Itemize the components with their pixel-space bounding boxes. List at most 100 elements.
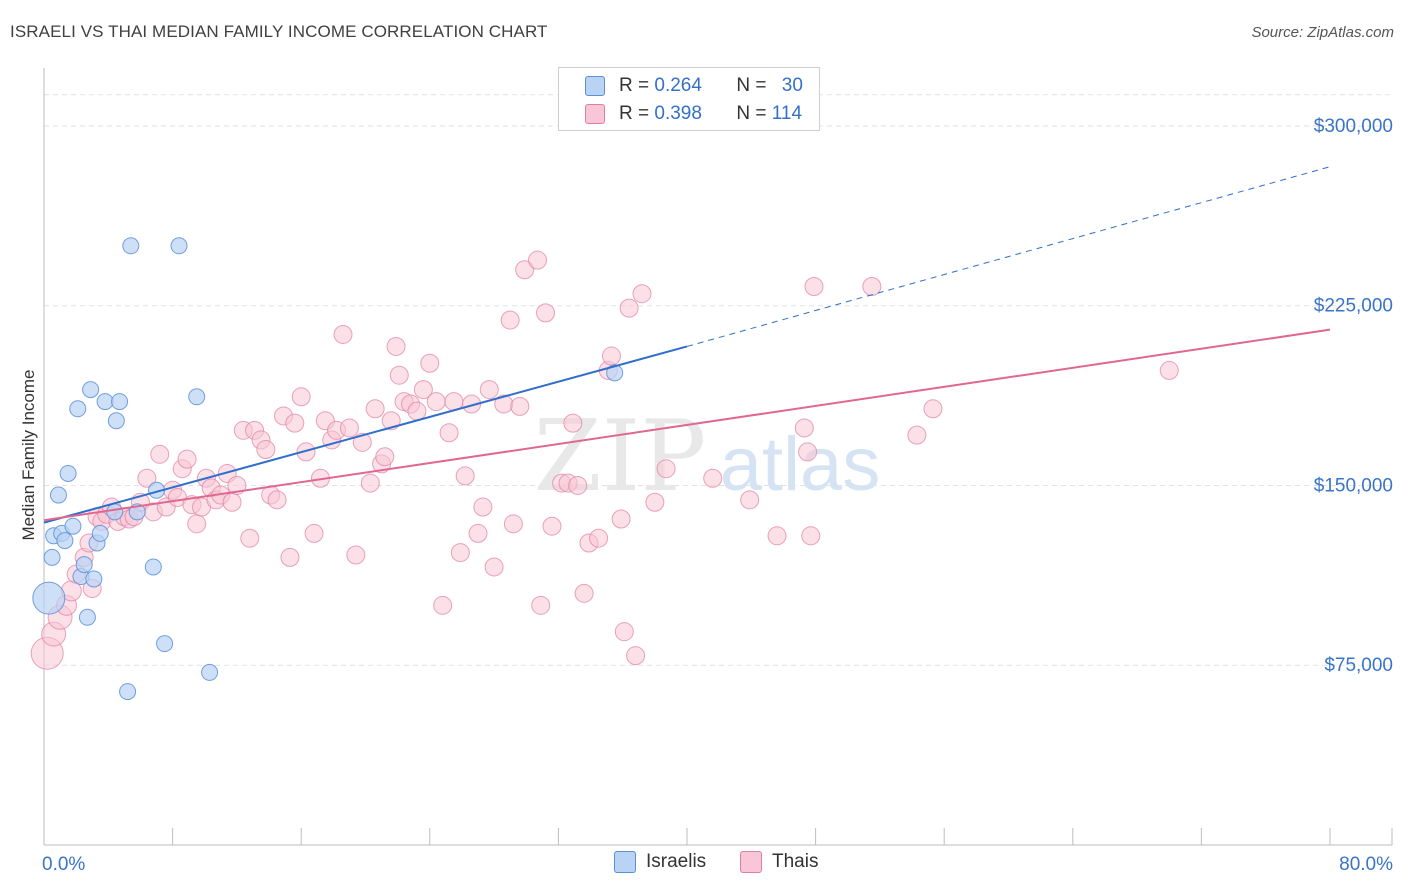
thais-point xyxy=(801,526,821,546)
israelis-point xyxy=(106,503,124,521)
israelis-n-value: 30 xyxy=(781,75,803,96)
thais-point xyxy=(468,523,488,543)
israelis-r-value: 0.264 xyxy=(654,75,702,96)
thais-point xyxy=(137,468,157,488)
israelis-r-label: R = xyxy=(619,75,655,96)
israelis-point xyxy=(156,635,174,653)
thais-point xyxy=(528,250,548,270)
thais-point xyxy=(614,622,634,642)
thais-point xyxy=(473,497,493,517)
thais-point xyxy=(433,595,453,615)
thais-point xyxy=(389,365,409,385)
israelis-point xyxy=(59,464,77,482)
thais-point xyxy=(291,387,311,407)
thais-point xyxy=(450,543,470,563)
y-axis-label: Median Family Income xyxy=(19,369,38,541)
israelis-point xyxy=(96,393,114,411)
thais-point xyxy=(285,413,305,433)
israelis-point xyxy=(78,608,96,626)
x-tick-label: 80.0% xyxy=(1339,854,1393,875)
thais-point xyxy=(240,528,260,548)
israelis-point xyxy=(122,237,140,255)
thais-legend-label: Thais xyxy=(772,851,819,872)
thais-swatch xyxy=(585,104,605,124)
thais-point xyxy=(352,432,372,452)
thais-point xyxy=(510,396,530,416)
x-tick-label: 0.0% xyxy=(42,854,85,875)
thais-point xyxy=(420,353,440,373)
israelis-point xyxy=(56,532,74,550)
thais-points xyxy=(30,250,1179,670)
y-tick-label: $225,000 xyxy=(1314,296,1393,317)
israelis-point xyxy=(119,683,137,701)
thais-point xyxy=(439,423,459,443)
thais-point xyxy=(536,303,556,323)
thais-point xyxy=(256,440,276,460)
series-legend: Israelis Thais xyxy=(0,851,1406,877)
thais-point xyxy=(542,516,562,536)
thais-point xyxy=(455,466,475,486)
israelis-point xyxy=(64,517,82,535)
thais-point xyxy=(407,401,427,421)
watermark-zip: ZIP xyxy=(534,400,707,514)
thais-point xyxy=(563,413,583,433)
thais-point xyxy=(150,444,170,464)
thais-point xyxy=(632,284,652,304)
thais-point xyxy=(375,447,395,467)
legend-row-israelis: R = 0.264 N = 30 xyxy=(585,74,803,98)
thais-point xyxy=(531,595,551,615)
israelis-point xyxy=(170,237,188,255)
israelis-point xyxy=(144,558,162,576)
israelis-point xyxy=(188,388,206,406)
thais-point xyxy=(1159,360,1179,380)
thais-point xyxy=(645,492,665,512)
thais-point xyxy=(804,277,824,297)
israelis-point xyxy=(111,393,129,411)
israelis-trend-extension xyxy=(686,166,1331,347)
thais-point xyxy=(767,526,787,546)
thais-point xyxy=(222,492,242,512)
thais-point xyxy=(333,324,353,344)
thais-point xyxy=(339,418,359,438)
thais-point xyxy=(798,442,818,462)
thais-point xyxy=(365,399,385,419)
chart-title: ISRAELI VS THAI MEDIAN FAMILY INCOME COR… xyxy=(10,22,548,41)
israelis-point xyxy=(107,412,125,430)
thais-point xyxy=(413,380,433,400)
thais-point xyxy=(503,514,523,534)
israelis-point xyxy=(201,663,219,681)
thais-point xyxy=(619,298,639,318)
israelis-n-label: N = xyxy=(736,75,772,96)
israelis-legend-swatch xyxy=(614,851,636,873)
thais-point xyxy=(280,547,300,567)
thais-point xyxy=(346,545,366,565)
y-tick-label: $150,000 xyxy=(1314,475,1393,496)
thais-point xyxy=(740,490,760,510)
source-note: Source: ZipAtlas.com xyxy=(1251,24,1394,41)
thais-point xyxy=(656,459,676,479)
y-tick-label: $75,000 xyxy=(1324,655,1393,676)
tick-labels: $75,000 $150,000 $225,000 $300,000 0.0% 80.0% xyxy=(42,116,1393,875)
thais-n-label: N = xyxy=(736,103,772,124)
thais-legend-swatch xyxy=(740,851,762,873)
thais-point xyxy=(589,528,609,548)
legend-item-thais[interactable]: Thais xyxy=(740,851,818,873)
thais-point xyxy=(574,583,594,603)
israelis-point xyxy=(49,486,67,504)
thais-trend-line xyxy=(43,328,1331,522)
legend-item-israelis[interactable]: Israelis xyxy=(614,851,706,873)
thais-r-value: 0.398 xyxy=(654,103,702,124)
thais-point xyxy=(626,646,646,666)
axes-layer xyxy=(43,68,1393,846)
thais-point xyxy=(515,260,535,280)
israelis-point xyxy=(75,556,93,574)
thais-point xyxy=(794,418,814,438)
thais-point xyxy=(484,557,504,577)
israelis-point xyxy=(82,381,100,399)
thais-point xyxy=(187,514,207,534)
israelis-point xyxy=(606,364,624,382)
israelis-point xyxy=(91,524,109,542)
israelis-point xyxy=(69,400,87,418)
thais-point xyxy=(611,509,631,529)
